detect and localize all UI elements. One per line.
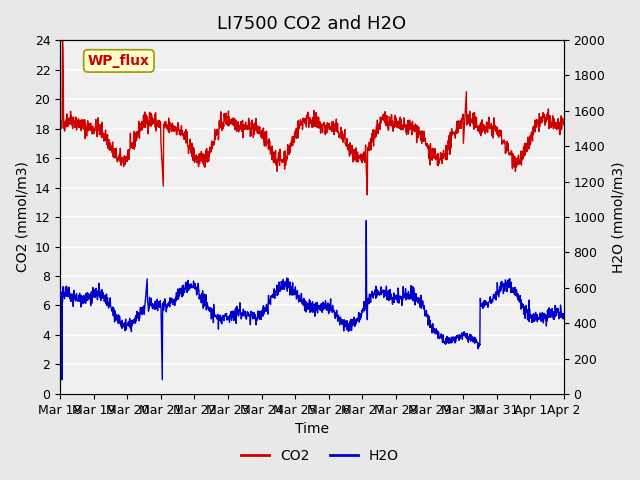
Legend: CO2, H2O: CO2, H2O [236, 443, 404, 468]
Y-axis label: H2O (mmol/m3): H2O (mmol/m3) [611, 161, 625, 273]
Text: WP_flux: WP_flux [88, 54, 150, 68]
Title: LI7500 CO2 and H2O: LI7500 CO2 and H2O [218, 15, 406, 33]
Y-axis label: CO2 (mmol/m3): CO2 (mmol/m3) [15, 162, 29, 273]
X-axis label: Time: Time [295, 422, 329, 436]
